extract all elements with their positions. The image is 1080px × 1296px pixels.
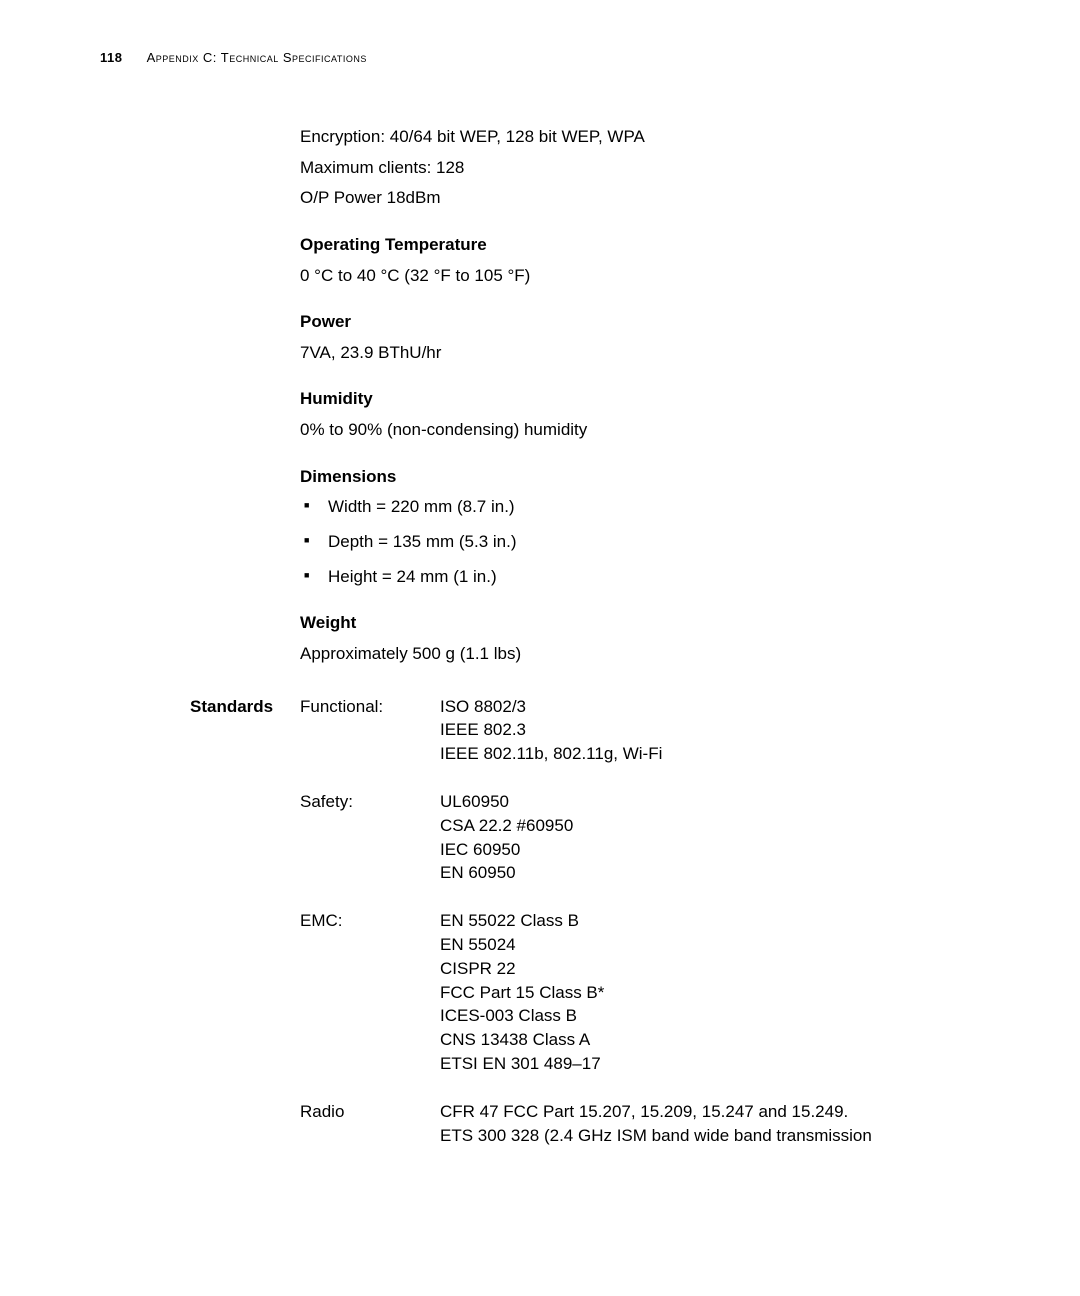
standards-row-functional: Functional: ISO 8802/3 IEEE 802.3 IEEE 8… (300, 695, 1000, 766)
humidity-title: Humidity (300, 387, 1000, 412)
standards-row-radio: Radio CFR 47 FCC Part 15.207, 15.209, 15… (300, 1100, 1000, 1148)
standards-side-label: Standards (190, 695, 300, 719)
standards-label-functional: Functional: (300, 695, 440, 719)
header-rest: echnical Specifications (229, 50, 367, 65)
standards-row-safety: Safety: UL60950 CSA 22.2 #60950 IEC 6095… (300, 790, 1000, 885)
standards-label-radio: Radio (300, 1100, 440, 1124)
intro-line-2: Maximum clients: 128 (300, 156, 1000, 181)
standards-label-emc: EMC: (300, 909, 440, 933)
operating-temp-body: 0 °C to 40 °C (32 °F to 105 °F) (300, 264, 1000, 289)
standards-label-safety: Safety: (300, 790, 440, 814)
dimensions-list: Width = 220 mm (8.7 in.) Depth = 135 mm … (300, 495, 1000, 589)
power-title: Power (300, 310, 1000, 335)
page-number: 118 (100, 50, 122, 65)
weight-body: Approximately 500 g (1.1 lbs) (300, 642, 1000, 667)
weight-title: Weight (300, 611, 1000, 636)
dimensions-item: Height = 24 mm (1 in.) (300, 565, 1000, 590)
dimensions-item: Depth = 135 mm (5.3 in.) (300, 530, 1000, 555)
page: 118 Appendix C: Technical Specifications… (0, 0, 1080, 1221)
operating-temp-title: Operating Temperature (300, 233, 1000, 258)
standards-block: Standards Functional: ISO 8802/3 IEEE 80… (100, 695, 1000, 1172)
dimensions-title: Dimensions (300, 465, 1000, 490)
standards-rows: Functional: ISO 8802/3 IEEE 802.3 IEEE 8… (300, 695, 1000, 1172)
header-title: Appendix C: Technical Specifications (147, 50, 367, 65)
power-body: 7VA, 23.9 BThU/hr (300, 341, 1000, 366)
main-content: Encryption: 40/64 bit WEP, 128 bit WEP, … (300, 125, 1000, 667)
standards-row-emc: EMC: EN 55022 Class B EN 55024 CISPR 22 … (300, 909, 1000, 1076)
intro-line-1: Encryption: 40/64 bit WEP, 128 bit WEP, … (300, 125, 1000, 150)
standards-value-radio: CFR 47 FCC Part 15.207, 15.209, 15.247 a… (440, 1100, 1000, 1148)
dimensions-item: Width = 220 mm (8.7 in.) (300, 495, 1000, 520)
intro-line-3: O/P Power 18dBm (300, 186, 1000, 211)
standards-value-functional: ISO 8802/3 IEEE 802.3 IEEE 802.11b, 802.… (440, 695, 1000, 766)
standards-value-emc: EN 55022 Class B EN 55024 CISPR 22 FCC P… (440, 909, 1000, 1076)
header-appendix: Appendix C: T (147, 50, 230, 65)
standards-value-safety: UL60950 CSA 22.2 #60950 IEC 60950 EN 609… (440, 790, 1000, 885)
page-header: 118 Appendix C: Technical Specifications (100, 50, 1000, 65)
humidity-body: 0% to 90% (non-condensing) humidity (300, 418, 1000, 443)
